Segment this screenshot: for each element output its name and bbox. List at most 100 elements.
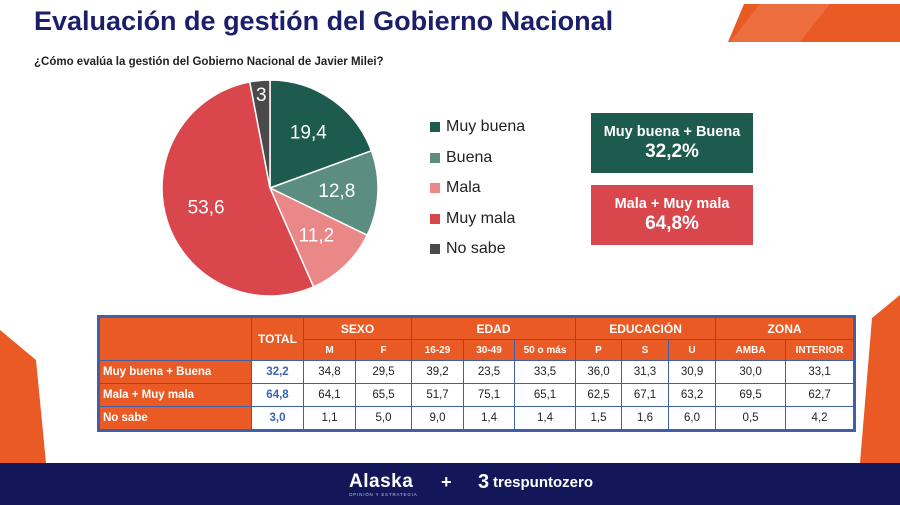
legend-item-muy-buena: Muy buena — [430, 112, 525, 143]
table-cell: 9,0 — [411, 406, 465, 430]
legend-item-no-sabe: No sabe — [430, 234, 525, 265]
page-title: Evaluación de gestión del Gobierno Nacio… — [34, 6, 614, 36]
sub-header: 50 o más — [514, 339, 577, 361]
table-cell: 75,1 — [463, 383, 516, 407]
table-cell: 33,5 — [514, 360, 577, 384]
table-cell: 67,1 — [621, 383, 670, 407]
table-cell: 64,1 — [303, 383, 356, 407]
row-label: Mala + Muy mala — [99, 383, 252, 407]
table-cell: 4,2 — [785, 406, 855, 430]
table-cell: 1,6 — [621, 406, 670, 430]
legend-item-muy-mala: Muy mala — [430, 204, 525, 235]
legend-label: Muy mala — [446, 209, 516, 227]
footer-bar: Alaska OPINIÓN Y ESTRATEGIA + 3 trespunt… — [0, 463, 900, 505]
pie-data-label: 53,6 — [188, 197, 225, 218]
pie-chart: 19,4 12,8 11,2 53,6 3 — [161, 79, 379, 297]
brand-alaska-tagline: OPINIÓN Y ESTRATEGIA — [349, 492, 418, 497]
total-cell: 3,0 — [251, 406, 304, 430]
group-header-edad: EDAD — [411, 317, 577, 340]
table-cell: 23,5 — [463, 360, 516, 384]
pie-slice-no-sabe — [248, 79, 271, 189]
table-row: No sabe 3,0 1,1 5,0 9,0 1,4 1,4 1,5 1,6 … — [99, 406, 855, 430]
legend-swatch — [430, 122, 440, 133]
table-cell: 63,2 — [668, 383, 717, 407]
group-header-zona: ZONA — [715, 317, 855, 340]
pie-slice-buena — [268, 149, 379, 237]
legend-label: Buena — [446, 148, 493, 166]
summary-positive-label: Muy buena + Buena — [603, 123, 741, 140]
table-cell: 33,1 — [785, 360, 855, 384]
summary-negative-value: 64,8% — [645, 212, 699, 234]
sub-header: P — [575, 339, 623, 361]
pie-slice-muy-mala — [161, 81, 315, 297]
table-cell: 34,8 — [303, 360, 356, 384]
table-cell: 5,0 — [354, 406, 413, 430]
pie-slice-muy-buena — [269, 79, 373, 190]
pie-data-label: 12,8 — [318, 181, 355, 202]
total-cell: 64,8 — [251, 383, 304, 407]
pie-data-label: 19,4 — [290, 123, 327, 144]
table-row: Mala + Muy mala 64,8 64,1 65,5 51,7 75,1… — [99, 383, 855, 407]
summary-negative-box: Mala + Muy mala 64,8% — [591, 185, 753, 245]
total-header: TOTAL — [251, 317, 304, 361]
table-cell: 1,4 — [463, 406, 516, 430]
sub-header: U — [668, 339, 717, 361]
brand-trespuntozero-logo: trespuntozero — [493, 474, 594, 491]
right-orange-shape — [860, 295, 900, 463]
table-cell: 65,1 — [514, 383, 577, 407]
sub-header: S — [621, 339, 670, 361]
pie-data-label: 3 — [256, 85, 267, 106]
table-cell: 1,4 — [514, 406, 577, 430]
legend-swatch — [430, 213, 440, 224]
legend-label: Mala — [446, 179, 481, 197]
sub-header: M — [303, 339, 356, 361]
summary-positive-value: 32,2% — [645, 140, 699, 162]
legend-swatch — [430, 183, 440, 194]
chart-legend: Muy buena Buena Mala Muy mala No sabe — [430, 112, 525, 265]
pie-slice-mala — [268, 186, 369, 288]
pie-data-label: 11,2 — [299, 226, 335, 247]
sub-header: 16-29 — [411, 339, 465, 361]
row-label: Muy buena + Buena — [99, 360, 252, 384]
brand-alaska-logo: Alaska — [349, 471, 414, 492]
table-cell: 51,7 — [411, 383, 465, 407]
summary-positive-box: Muy buena + Buena 32,2% — [591, 113, 753, 173]
crosstab-table: TOTAL SEXO EDAD EDUCACIÓN ZONA M F 16-29… — [96, 315, 857, 432]
row-label: No sabe — [99, 406, 252, 430]
summary-negative-label: Mala + Muy mala — [614, 195, 730, 212]
table-cell: 39,2 — [411, 360, 465, 384]
table-corner-cell — [99, 317, 252, 361]
table-cell: 1,1 — [303, 406, 356, 430]
sub-header: F — [354, 339, 413, 361]
table-cell: 31,3 — [621, 360, 670, 384]
brand-plus-sign: + — [441, 472, 452, 492]
sub-header: INTERIOR — [785, 339, 855, 361]
table-cell: 6,0 — [668, 406, 717, 430]
left-orange-shape — [0, 330, 46, 463]
top-right-orange-shape — [728, 4, 900, 42]
brand-trespuntozero-mark: 3 — [478, 471, 490, 493]
legend-label: No sabe — [446, 240, 506, 258]
table-cell: 65,5 — [354, 383, 413, 407]
group-header-sexo: SEXO — [302, 317, 413, 340]
table-cell: 0,5 — [715, 406, 787, 430]
table-cell: 30,9 — [668, 360, 717, 384]
table-cell: 62,7 — [785, 383, 855, 407]
table-cell: 36,0 — [575, 360, 623, 384]
table-cell: 30,0 — [715, 360, 787, 384]
legend-item-buena: Buena — [430, 143, 525, 174]
legend-label: Muy buena — [446, 118, 526, 136]
top-right-orange-fade — [730, 4, 830, 42]
legend-swatch — [430, 244, 440, 255]
table-cell: 1,5 — [575, 406, 623, 430]
table-cell: 69,5 — [715, 383, 787, 407]
sub-header: AMBA — [715, 339, 787, 361]
group-header-educacion: EDUCACIÓN — [575, 317, 717, 340]
question-subtitle: ¿Cómo evalúa la gestión del Gobierno Nac… — [34, 56, 384, 68]
sub-header: 30-49 — [463, 339, 516, 361]
table-cell: 29,5 — [354, 360, 413, 384]
legend-swatch — [430, 152, 440, 163]
total-cell: 32,2 — [251, 360, 304, 384]
table-cell: 62,5 — [575, 383, 623, 407]
legend-item-mala: Mala — [430, 173, 525, 204]
